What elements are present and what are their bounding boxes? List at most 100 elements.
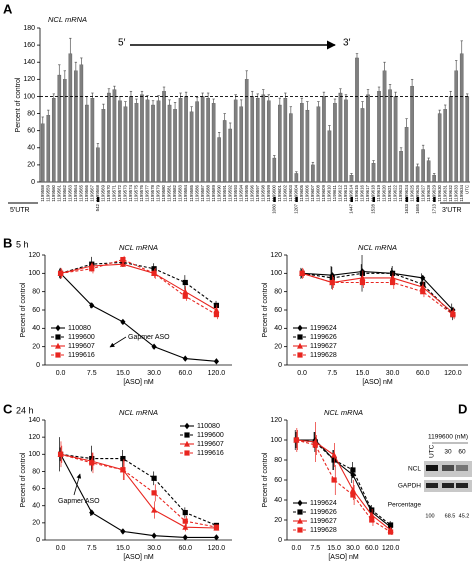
marker xyxy=(57,270,64,276)
marker xyxy=(331,451,338,458)
legend-label: 1199627 xyxy=(310,518,337,525)
legend-label: 1199600 xyxy=(68,334,95,341)
bar xyxy=(338,92,343,183)
x-tick-label: 30.0 xyxy=(346,545,360,552)
marker xyxy=(350,492,356,498)
bar xyxy=(68,53,73,183)
x-tick-label: 1199568 xyxy=(95,184,100,201)
x-tick-label: 1199596 xyxy=(249,184,254,201)
x-tick-label: 1199628 xyxy=(426,184,431,201)
bar xyxy=(404,127,409,183)
x-tick-label: 1199612 xyxy=(338,184,343,201)
percentage-value: 45.2 xyxy=(459,513,470,519)
marker xyxy=(389,279,396,286)
x-tick-label: 1199595 xyxy=(244,184,249,201)
x-tick-label: 120.0 xyxy=(208,370,226,377)
bar xyxy=(85,104,89,183)
x-tick-label: 7.5 xyxy=(87,370,97,377)
x-tick-label: 1199634 xyxy=(459,184,464,201)
x-tick-label: 1199570 xyxy=(106,184,111,201)
bar xyxy=(51,98,56,183)
x-tick-label: 1199561 xyxy=(56,184,61,201)
x-tick-label: 1199571 xyxy=(112,184,117,201)
bar xyxy=(261,94,266,183)
gapdh-band xyxy=(442,483,454,488)
series-line xyxy=(301,272,454,314)
panel-label: A xyxy=(3,1,13,16)
marker xyxy=(369,517,375,523)
x-tick-label: 7.5 xyxy=(310,545,320,552)
marker xyxy=(55,352,61,358)
region-label: 1633 xyxy=(404,203,409,213)
marker xyxy=(89,302,95,309)
bar xyxy=(459,53,464,183)
y-tick-label: 80 xyxy=(32,289,40,296)
marker xyxy=(297,334,303,340)
y-tick-label: 140 xyxy=(28,417,40,424)
x-tick-label: 1199598 xyxy=(260,184,265,201)
bar xyxy=(272,157,277,183)
bar xyxy=(167,104,172,183)
x-tick-label: 1199606 xyxy=(305,184,310,201)
x-tick-label: 15.0 xyxy=(116,370,130,377)
x-tick-label: 1199582 xyxy=(172,184,177,201)
y-tick-label: 80 xyxy=(274,289,282,296)
x-tick-label: 1199618 xyxy=(371,184,376,201)
x-tick-label: 1199619 xyxy=(376,184,381,201)
bar xyxy=(79,64,84,183)
y-tick-label: 160 xyxy=(23,42,35,49)
bar xyxy=(393,96,398,183)
marker xyxy=(329,279,335,286)
marker xyxy=(331,457,337,463)
x-tick-label: 1199560 xyxy=(51,184,56,201)
marker xyxy=(297,324,303,332)
bar xyxy=(410,86,414,183)
marker xyxy=(299,270,305,276)
x-tick-label: 1199601 xyxy=(277,184,282,201)
gapdh-band xyxy=(456,483,468,488)
bar xyxy=(255,98,260,183)
marker xyxy=(369,507,375,513)
bar xyxy=(189,111,194,183)
series-line xyxy=(296,439,391,531)
x-tick-label: 1199597 xyxy=(255,184,260,201)
marker xyxy=(213,311,220,318)
marker xyxy=(387,529,394,535)
row-label: GAPDH xyxy=(398,483,421,490)
x-tick-label: 1199630 xyxy=(437,184,442,201)
bar xyxy=(344,99,348,183)
x-tick-label: 1199583 xyxy=(178,184,183,201)
bar xyxy=(305,109,310,183)
annotation: Gapmer ASO xyxy=(58,498,100,505)
x-tick-label: 1199572 xyxy=(117,184,122,201)
bar xyxy=(399,151,403,183)
marker xyxy=(55,342,61,349)
series-line xyxy=(301,272,454,316)
series-line xyxy=(60,453,217,528)
x-tick-label: 1199563 xyxy=(67,184,72,201)
x-tick-label: 1199562 xyxy=(62,184,67,201)
x-tick-label: 1199589 xyxy=(211,184,216,201)
marker xyxy=(184,450,190,456)
marker xyxy=(184,440,190,447)
x-tick-label: 1199629 xyxy=(431,184,436,201)
ncl-band xyxy=(426,465,438,471)
region-mark xyxy=(416,197,420,202)
x-tick-label: UTC xyxy=(464,185,469,194)
region-mark xyxy=(273,197,276,202)
bar xyxy=(244,79,249,183)
x-tick-label: 120.0 xyxy=(382,545,400,552)
x-tick-label: 60.0 xyxy=(416,370,430,377)
marker xyxy=(389,270,396,276)
marker xyxy=(450,311,456,318)
series-line xyxy=(302,270,454,311)
bar xyxy=(101,109,106,183)
bar xyxy=(140,94,144,183)
bar xyxy=(206,98,210,183)
marker xyxy=(297,517,303,524)
bar xyxy=(311,164,315,183)
y-tick-label: 60 xyxy=(32,485,40,492)
panel-label: D xyxy=(458,401,467,416)
bar xyxy=(333,103,337,183)
marker xyxy=(213,534,220,541)
